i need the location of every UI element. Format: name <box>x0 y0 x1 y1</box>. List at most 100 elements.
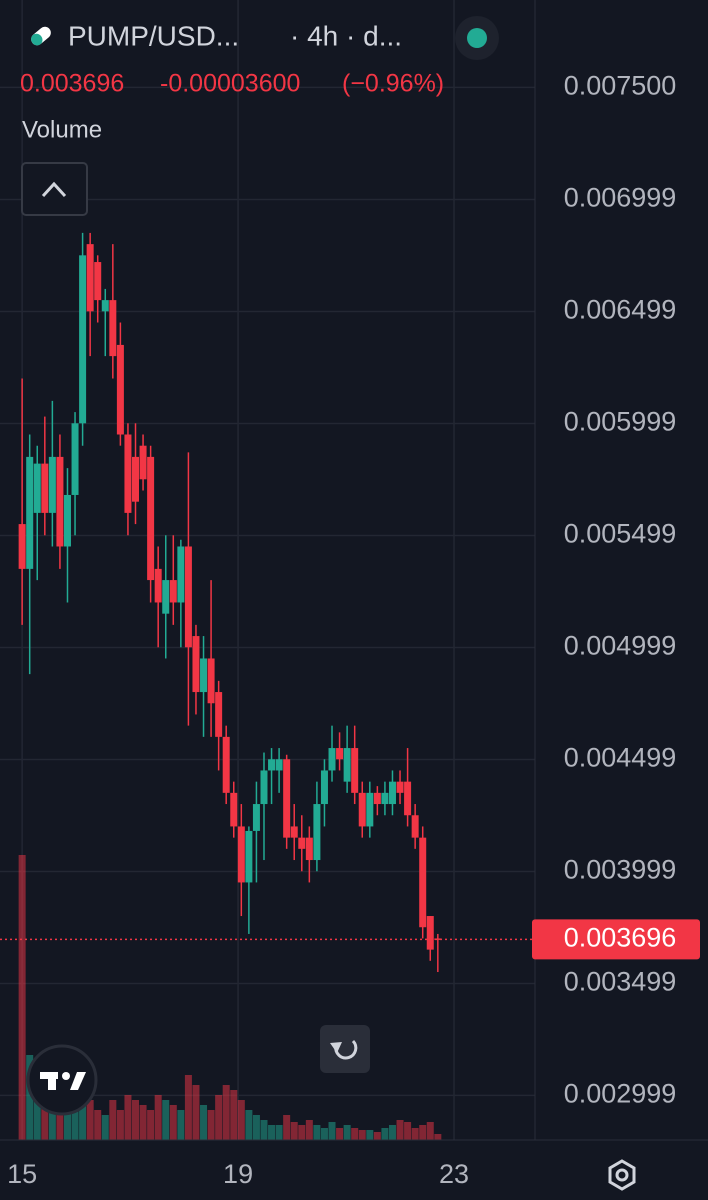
volume-bar <box>260 1120 268 1140</box>
volume-bar <box>200 1105 208 1140</box>
candle-body <box>351 748 359 793</box>
candle-body <box>283 759 291 838</box>
volume-bar <box>94 1110 102 1140</box>
volume-bar <box>116 1110 124 1140</box>
candle-body <box>200 658 208 693</box>
volume-bar <box>320 1128 328 1140</box>
symbol-icon <box>31 26 51 46</box>
candle-body <box>139 445 147 480</box>
last-price-box <box>532 919 700 960</box>
volume-bar <box>388 1125 396 1140</box>
candle-body <box>434 938 442 940</box>
candle-body <box>192 636 200 693</box>
volume-bar <box>154 1095 162 1140</box>
volume-bar <box>56 1105 64 1140</box>
candle-body <box>328 748 336 771</box>
volume-bar <box>411 1128 419 1140</box>
volume-bar <box>313 1125 321 1140</box>
y-tick-label: 0.006499 <box>564 295 677 325</box>
price-change-pct: (−0.96%) <box>342 70 444 98</box>
volume-bar <box>192 1085 200 1140</box>
last-price: 0.003696 <box>20 70 124 98</box>
candle-body <box>298 837 306 849</box>
volume-bar <box>132 1100 140 1140</box>
candle-body <box>86 244 94 312</box>
volume-bar <box>139 1105 147 1140</box>
candle-body <box>388 781 396 805</box>
volume-bar <box>298 1125 306 1140</box>
candle-body <box>275 759 283 771</box>
candle-body <box>154 568 162 603</box>
y-tick-label: 0.005999 <box>564 407 677 437</box>
candle-body <box>343 748 351 782</box>
price-change: -0.00003600 <box>160 70 300 98</box>
candle-body <box>252 804 260 831</box>
candle-body <box>215 692 223 737</box>
tradingview-logo[interactable] <box>26 1044 98 1116</box>
candle-body <box>132 456 140 502</box>
volume-bar <box>351 1128 359 1140</box>
candle-body <box>71 423 79 495</box>
y-tick-label: 0.006999 <box>564 183 677 213</box>
volume-bar <box>124 1095 132 1140</box>
candle-body <box>207 658 215 704</box>
candle-body <box>162 580 170 614</box>
candle-body <box>26 456 34 569</box>
y-tick-label: 0.003499 <box>564 967 677 997</box>
volume-bar <box>305 1120 313 1140</box>
volume-bar <box>33 1075 41 1140</box>
candle-body <box>373 792 381 805</box>
volume-bar <box>48 1090 56 1140</box>
candle-body <box>109 300 117 357</box>
y-tick-label: 0.002999 <box>564 1079 677 1109</box>
candle-body <box>147 456 155 581</box>
volume-bar <box>79 1095 87 1140</box>
volume-bar <box>290 1122 298 1140</box>
candle-body <box>18 524 26 569</box>
candle-body <box>41 463 49 513</box>
volume-bar <box>366 1130 374 1140</box>
candle-body <box>94 262 102 301</box>
candle-body <box>411 815 419 838</box>
volume-bar <box>268 1125 276 1140</box>
volume-bar <box>381 1128 389 1140</box>
x-tick-label: 15 <box>7 1159 37 1189</box>
candle-body <box>426 916 434 950</box>
candle-body <box>396 781 404 793</box>
symbol[interactable]: PUMP/USD... <box>68 20 239 51</box>
volume-bar <box>101 1115 109 1140</box>
collapse-button[interactable] <box>21 162 88 216</box>
volume-bar <box>434 1134 442 1140</box>
volume-bar <box>162 1100 170 1140</box>
volume-bar <box>207 1110 215 1140</box>
volume-bar <box>109 1100 117 1140</box>
candle-body <box>260 770 268 805</box>
status-dot <box>467 28 487 48</box>
volume-bar <box>275 1125 283 1140</box>
candle-body <box>245 830 253 883</box>
candle-body <box>48 456 56 513</box>
candle-body <box>222 736 230 793</box>
candle-body <box>419 837 427 928</box>
volume-bar <box>71 1100 79 1140</box>
candle-body <box>177 546 185 603</box>
volume-bar <box>343 1125 351 1140</box>
volume-bar <box>222 1085 230 1140</box>
volume-bar <box>283 1115 291 1140</box>
candle-body <box>101 300 109 312</box>
y-tick-label: 0.005499 <box>564 519 677 549</box>
volume-bar <box>86 1100 94 1140</box>
x-tick-label: 23 <box>439 1159 469 1189</box>
candle-body <box>336 748 344 760</box>
y-tick-label: 0.003999 <box>564 855 677 885</box>
interval[interactable]: · 4h · d... <box>290 20 402 51</box>
volume-bar <box>426 1122 434 1140</box>
settings-button[interactable] <box>608 1159 636 1191</box>
volume-bar <box>184 1075 192 1140</box>
candle-body <box>63 494 71 547</box>
reset-button[interactable] <box>320 1025 370 1073</box>
volume-bar <box>63 1110 71 1140</box>
volume-bar <box>245 1110 253 1140</box>
